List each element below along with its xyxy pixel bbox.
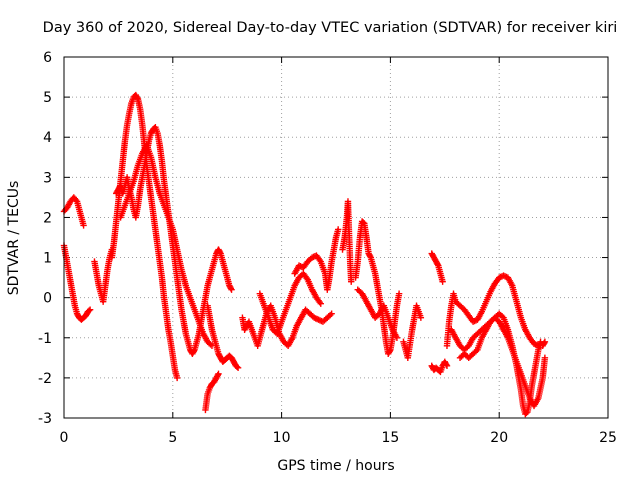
x-tick-label: 0: [60, 430, 69, 446]
series-arc-f: [117, 142, 216, 349]
x-tick-label: 15: [381, 430, 399, 446]
x-tick-label: 5: [168, 430, 177, 446]
series-arc-c: [91, 246, 116, 305]
data-point: [85, 307, 93, 314]
data-point: [386, 347, 393, 355]
y-tick-label: 5: [43, 90, 52, 106]
y-tick-label: 4: [43, 130, 52, 146]
data-point: [541, 354, 549, 362]
data-point: [72, 196, 80, 204]
x-tick-label: 25: [599, 430, 617, 446]
data-point: [216, 249, 224, 256]
series-arc-r: [443, 272, 549, 349]
series-arc-n: [354, 286, 401, 341]
series-arc-a: [60, 194, 87, 229]
series-arc-t: [456, 314, 549, 410]
data-point: [134, 94, 141, 101]
series-arc-l: [339, 198, 355, 285]
data-point: [439, 278, 446, 285]
data-point: [190, 347, 198, 355]
data-point: [537, 338, 544, 345]
series-arc-j: [256, 270, 324, 337]
y-axis-label: SDTVAR / TECUs: [6, 181, 22, 296]
data-point: [86, 306, 94, 313]
data-point: [443, 361, 450, 368]
data-point: [215, 370, 222, 378]
data-point: [366, 253, 374, 260]
data-point: [443, 362, 451, 370]
data-point: [227, 285, 235, 292]
chart-title: Day 360 of 2020, Sidereal Day-to-day VTE…: [43, 20, 618, 36]
data-point: [328, 310, 335, 317]
data-point: [334, 226, 342, 233]
y-tick-label: -2: [38, 371, 52, 387]
x-axis-label: GPS time / hours: [277, 458, 394, 474]
data-point: [317, 300, 324, 307]
series-arc-p: [428, 250, 446, 285]
y-tick-label: 2: [43, 210, 52, 226]
y-tick-label: -1: [38, 331, 52, 347]
data-point: [417, 314, 425, 321]
x-tick-label: 10: [273, 430, 291, 446]
plot-frame: [63, 56, 609, 419]
y-tick-label: 1: [43, 251, 52, 267]
data-point: [348, 278, 355, 285]
data-point: [173, 374, 181, 382]
data-point: [228, 286, 235, 293]
data-point: [393, 334, 401, 341]
series-arc-q: [428, 358, 451, 376]
grid-lines: [64, 57, 608, 418]
data-point: [395, 290, 403, 297]
series-arc-b: [60, 242, 94, 323]
y-tick-label: 3: [43, 170, 52, 186]
series-arc-g: [204, 302, 242, 372]
data-point: [360, 219, 367, 226]
series-arc-k: [291, 226, 342, 293]
data-points: [60, 91, 549, 418]
series-arc-d: [108, 91, 181, 382]
data-point: [434, 261, 441, 268]
y-tick-label: 0: [43, 291, 52, 307]
y-tick-label: 6: [43, 50, 52, 66]
x-tick-label: 20: [490, 430, 508, 446]
series-arc-o: [400, 302, 425, 362]
y-tick-label: -3: [38, 411, 52, 427]
data-point: [80, 222, 87, 229]
series-arc-h: [202, 370, 222, 414]
data-point: [233, 363, 241, 371]
data-point: [214, 372, 221, 379]
data-point: [234, 364, 242, 372]
